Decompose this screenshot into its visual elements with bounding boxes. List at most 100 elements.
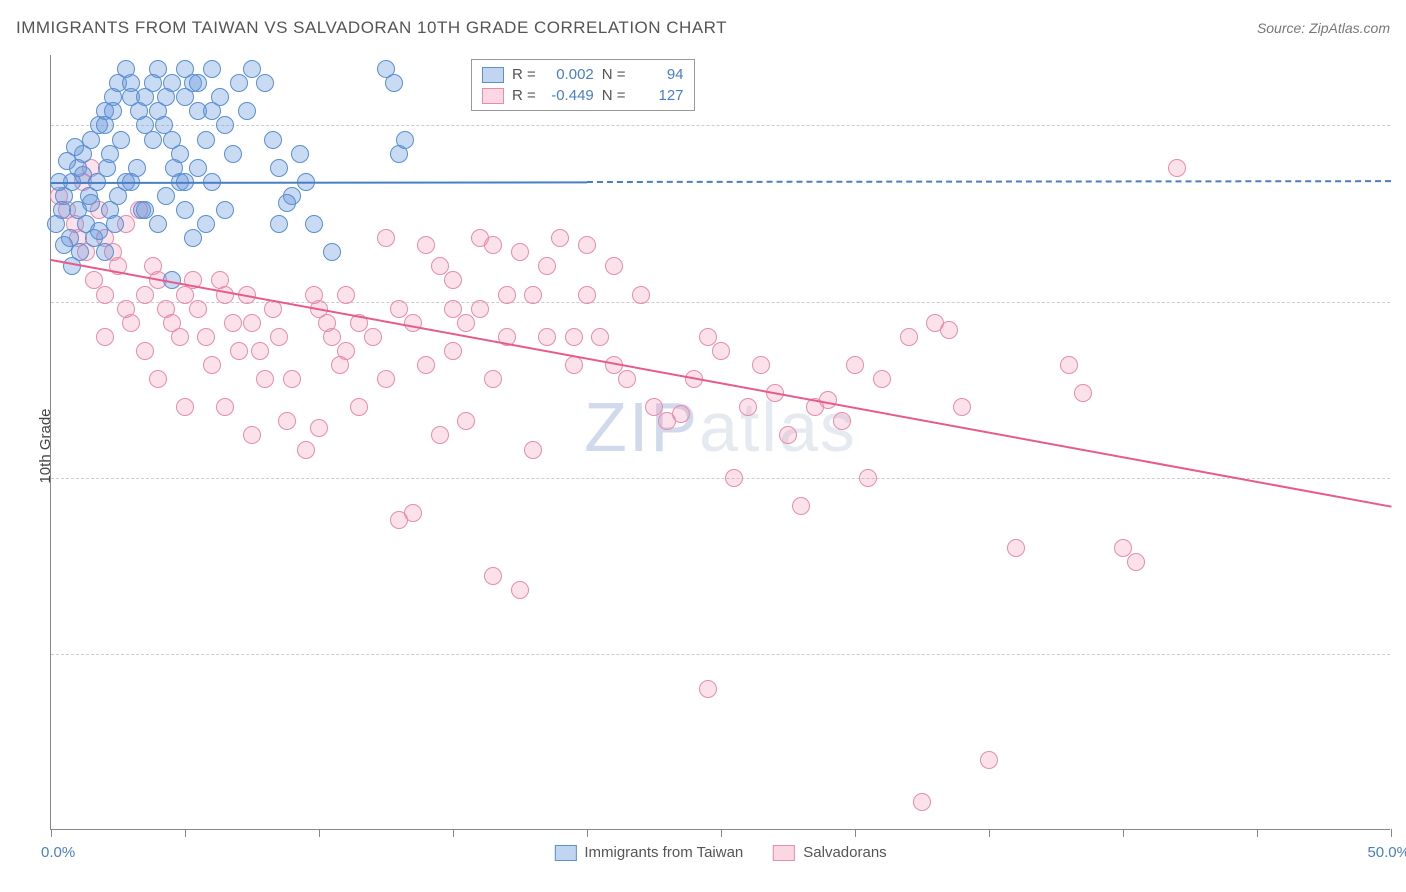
series-legend: Immigrants from Taiwan Salvadorans xyxy=(554,844,886,861)
scatter-point xyxy=(96,243,114,261)
scatter-point xyxy=(1114,539,1132,557)
scatter-point xyxy=(484,370,502,388)
scatter-point xyxy=(122,74,140,92)
scatter-point xyxy=(117,300,135,318)
scatter-point xyxy=(605,257,623,275)
scatter-point xyxy=(551,229,569,247)
swatch-blue-icon xyxy=(482,67,504,83)
scatter-point xyxy=(157,187,175,205)
scatter-point xyxy=(106,215,124,233)
scatter-point xyxy=(216,201,234,219)
scatter-point xyxy=(484,236,502,254)
scatter-point xyxy=(498,286,516,304)
scatter-point xyxy=(1168,159,1186,177)
scatter-point xyxy=(431,426,449,444)
scatter-point xyxy=(484,567,502,585)
gridline xyxy=(51,125,1390,126)
scatter-point xyxy=(632,286,650,304)
x-tick xyxy=(989,829,990,837)
scatter-point xyxy=(189,159,207,177)
scatter-point xyxy=(224,314,242,332)
chart-container: IMMIGRANTS FROM TAIWAN VS SALVADORAN 10T… xyxy=(0,0,1406,892)
scatter-point xyxy=(364,328,382,346)
scatter-point xyxy=(310,419,328,437)
scatter-point xyxy=(90,222,108,240)
scatter-point xyxy=(278,194,296,212)
scatter-point xyxy=(149,215,167,233)
scatter-point xyxy=(940,321,958,339)
legend-row-salvadoran: R = -0.449 N = 127 xyxy=(482,85,684,106)
gridline xyxy=(51,478,1390,479)
legend-item-salvadoran: Salvadorans xyxy=(773,844,886,861)
scatter-point xyxy=(900,328,918,346)
scatter-point xyxy=(176,201,194,219)
scatter-point xyxy=(323,328,341,346)
scatter-point xyxy=(873,370,891,388)
scatter-point xyxy=(618,370,636,388)
scatter-point xyxy=(350,398,368,416)
scatter-point xyxy=(270,328,288,346)
scatter-point xyxy=(149,102,167,120)
legend-label-salvadoran: Salvadorans xyxy=(803,844,886,861)
scatter-point xyxy=(404,504,422,522)
swatch-blue-icon xyxy=(554,845,576,861)
salvadoran-r-value: -0.449 xyxy=(544,87,594,104)
scatter-point xyxy=(104,102,122,120)
scatter-point xyxy=(396,131,414,149)
n-label: N = xyxy=(602,87,626,104)
scatter-point xyxy=(216,116,234,134)
scatter-point xyxy=(444,342,462,360)
scatter-point xyxy=(699,328,717,346)
scatter-point xyxy=(171,328,189,346)
scatter-point xyxy=(243,60,261,78)
scatter-point xyxy=(645,398,663,416)
scatter-point xyxy=(305,215,323,233)
scatter-point xyxy=(230,74,248,92)
scatter-point xyxy=(846,356,864,374)
scatter-point xyxy=(55,236,73,254)
scatter-point xyxy=(216,286,234,304)
scatter-point xyxy=(377,229,395,247)
scatter-point xyxy=(297,441,315,459)
scatter-point xyxy=(216,398,234,416)
trend-line xyxy=(51,259,1391,508)
scatter-point xyxy=(578,236,596,254)
taiwan-r-value: 0.002 xyxy=(544,66,594,83)
scatter-point xyxy=(96,286,114,304)
y-tick-label: 87.5% xyxy=(1398,293,1406,310)
legend-item-taiwan: Immigrants from Taiwan xyxy=(554,844,743,861)
y-tick-label: 100.0% xyxy=(1398,117,1406,134)
scatter-point xyxy=(189,300,207,318)
scatter-point xyxy=(390,300,408,318)
scatter-point xyxy=(238,102,256,120)
watermark-zip: ZIP xyxy=(584,388,699,466)
scatter-point xyxy=(256,370,274,388)
scatter-point xyxy=(47,215,65,233)
x-tick xyxy=(721,829,722,837)
y-tick-label: 75.0% xyxy=(1398,469,1406,486)
scatter-point xyxy=(511,243,529,261)
legend-row-taiwan: R = 0.002 N = 94 xyxy=(482,64,684,85)
scatter-point xyxy=(404,314,422,332)
gridline xyxy=(51,654,1390,655)
scatter-point xyxy=(511,581,529,599)
scatter-point xyxy=(1060,356,1078,374)
scatter-point xyxy=(305,286,323,304)
scatter-point xyxy=(712,342,730,360)
x-tick xyxy=(1257,829,1258,837)
scatter-point xyxy=(149,60,167,78)
scatter-point xyxy=(133,201,151,219)
scatter-point xyxy=(471,300,489,318)
scatter-point xyxy=(176,398,194,416)
scatter-point xyxy=(203,102,221,120)
swatch-pink-icon xyxy=(773,845,795,861)
scatter-point xyxy=(230,342,248,360)
scatter-point xyxy=(444,300,462,318)
scatter-point xyxy=(112,131,130,149)
x-tick xyxy=(319,829,320,837)
x-tick xyxy=(1123,829,1124,837)
scatter-point xyxy=(136,286,154,304)
r-label: R = xyxy=(512,87,536,104)
scatter-point xyxy=(1127,553,1145,571)
scatter-point xyxy=(385,74,403,92)
